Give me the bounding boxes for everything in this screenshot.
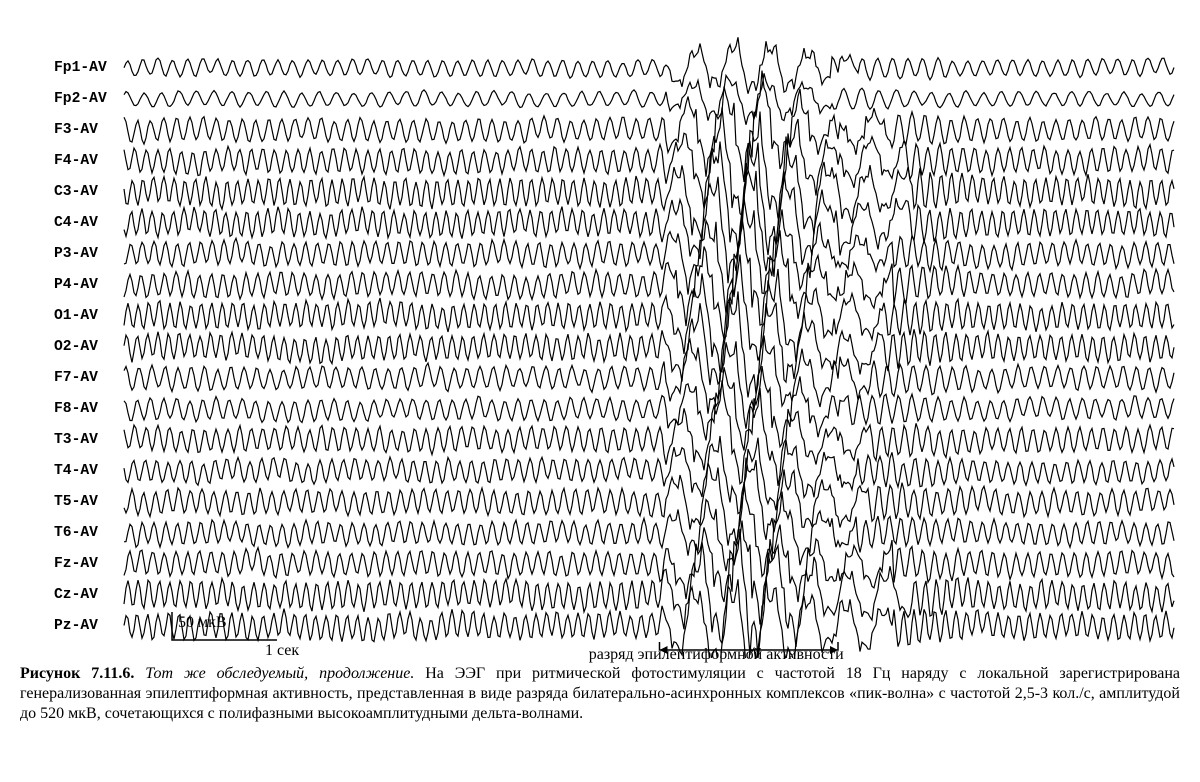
figure-number: Рисунок 7.11.6. [20, 665, 134, 682]
eeg-trace [124, 198, 1174, 313]
eeg-trace [124, 163, 1174, 283]
channel-label: P4-AV [54, 277, 98, 293]
eeg-trace [124, 292, 1174, 398]
eeg-trace [124, 71, 1174, 182]
channel-label: C3-AV [54, 184, 98, 200]
figure-caption: Рисунок 7.11.6. Тот же обследуемый, прод… [20, 664, 1180, 724]
eeg-trace [124, 529, 1174, 658]
channel-label: C4-AV [54, 215, 98, 231]
channel-label: T6-AV [54, 525, 98, 541]
channel-label: O2-AV [54, 339, 98, 355]
channel-label: F4-AV [54, 153, 98, 169]
channel-label: T5-AV [54, 494, 98, 510]
burst-label: разряд эпилептиформной активности [589, 646, 844, 664]
scale-amplitude-label: 50 мкВ [178, 614, 227, 632]
channel-label: F7-AV [54, 370, 98, 386]
eeg-trace [124, 366, 1174, 450]
channel-label: O1-AV [54, 308, 98, 324]
channel-label: Fz-AV [54, 556, 98, 572]
channel-label: T4-AV [54, 463, 98, 479]
figure-subtitle: Тот же обследуемый, продолжение. [145, 665, 414, 682]
channel-label: Fp1-AV [54, 60, 107, 76]
channel-label: F8-AV [54, 401, 98, 417]
channel-label: Pz-AV [54, 618, 98, 634]
eeg-chart: Fp1-AV Fp2-AV F3-AV F4-AV C3-AV C4-AV P3-AV P4-… [20, 18, 1180, 658]
channel-label: T3-AV [54, 432, 98, 448]
eeg-trace [124, 521, 1174, 625]
eeg-trace [124, 73, 1174, 124]
eeg-trace [124, 37, 1174, 93]
eeg-trace [124, 107, 1174, 218]
channel-label: P3-AV [54, 246, 98, 262]
channel-label: F3-AV [54, 122, 98, 138]
eeg-plot-svg [20, 18, 1180, 658]
channel-label: Fp2-AV [54, 91, 107, 107]
scale-time-label: 1 сек [265, 642, 299, 660]
channel-label: Cz-AV [54, 587, 98, 603]
